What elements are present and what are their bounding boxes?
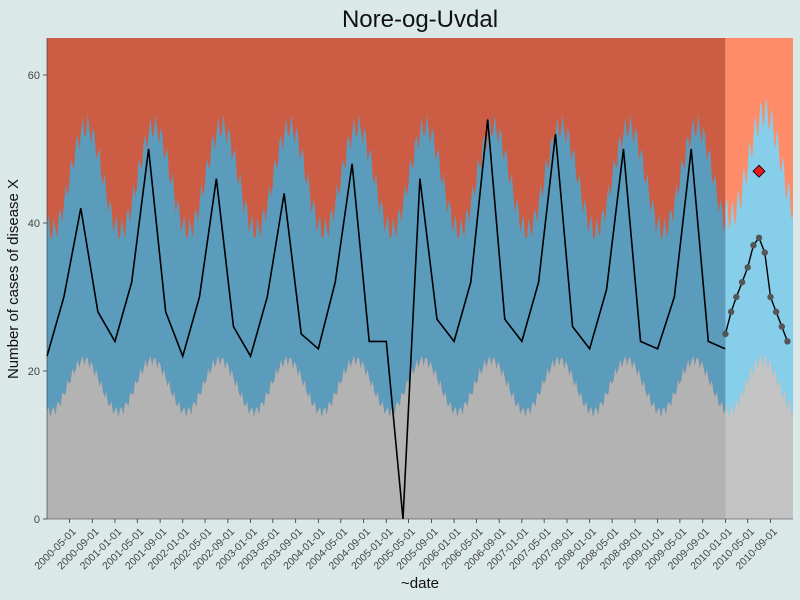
forecast-point — [755, 234, 763, 241]
forecast-point — [727, 308, 735, 315]
series-line-observed — [46, 119, 726, 520]
forecast-point — [761, 249, 768, 256]
y-axis: 0 20 40 60 — [28, 38, 48, 526]
forecast-point — [784, 338, 791, 345]
forecast-point — [744, 264, 751, 271]
y-axis-title: Number of cases of disease X — [5, 179, 22, 379]
alert-marker — [752, 164, 766, 178]
forecast-point — [750, 242, 757, 249]
forecast-point — [722, 330, 729, 338]
y-tick-label: 20 — [28, 366, 40, 378]
y-tick-label: 0 — [34, 514, 40, 526]
y-tick-label: 60 — [28, 70, 40, 82]
forecast-point — [778, 323, 786, 330]
chart-title: Nore-og-Uvdal — [342, 6, 498, 33]
band-normal — [47, 114, 726, 418]
forecast-point — [772, 308, 780, 315]
band-low-forecast — [725, 354, 793, 519]
forecast-point — [767, 293, 774, 301]
band-low — [47, 355, 726, 519]
y-tick-label: 40 — [28, 218, 40, 230]
band-normal-forecast — [725, 99, 793, 418]
x-axis-title: ~date — [401, 575, 439, 592]
forecast-point — [733, 293, 740, 301]
plot-area — [46, 38, 793, 520]
forecast-point — [738, 279, 746, 286]
